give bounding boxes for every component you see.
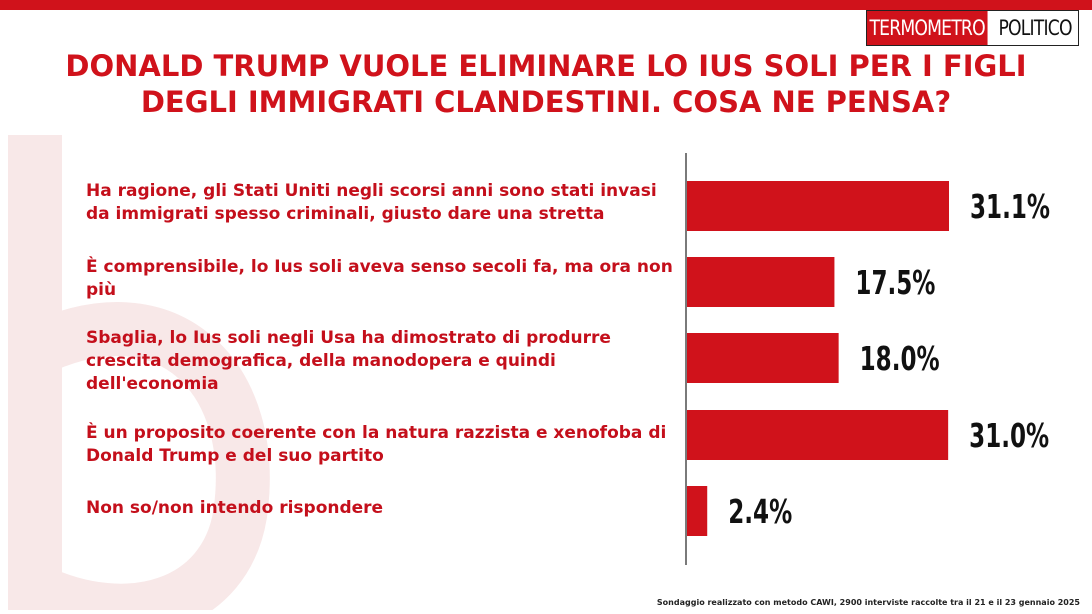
- brand-logo: TERMOMETRO POLITICO: [866, 10, 1079, 46]
- category-label: Ha ragione, gli Stati Uniti negli scorsi…: [86, 181, 657, 224]
- survey-footnote: Sondaggio realizzato con metodo CAWI, 29…: [656, 598, 1080, 607]
- bar: [687, 181, 949, 231]
- bar-value-label: 17.5%: [855, 263, 935, 302]
- bar: [687, 257, 835, 307]
- logo-politico: POLITICO: [998, 16, 1072, 40]
- bar-value-label: 31.1%: [970, 187, 1050, 226]
- category-label: È comprensibile, lo Ius soli aveva senso…: [86, 257, 673, 300]
- top-accent-bar: [0, 0, 1092, 10]
- chart-title: DONALD TRUMP VUOLE ELIMINARE LO IUS SOLI…: [65, 49, 1027, 119]
- logo-termometro: TERMOMETRO: [867, 11, 988, 45]
- bar-value-label: 2.4%: [728, 492, 792, 531]
- bar: [687, 486, 708, 536]
- bar: [687, 333, 839, 383]
- category-label: È un proposito coerente con la natura ra…: [86, 423, 667, 466]
- background-watermark: [8, 135, 270, 610]
- category-label: Non so/non intendo rispondere: [86, 498, 384, 518]
- bar-value-label: 18.0%: [860, 339, 940, 378]
- bar-value-label: 31.0%: [969, 416, 1049, 455]
- category-label: Sbaglia, lo Ius soli negli Usa ha dimost…: [86, 328, 611, 394]
- bar: [687, 410, 949, 460]
